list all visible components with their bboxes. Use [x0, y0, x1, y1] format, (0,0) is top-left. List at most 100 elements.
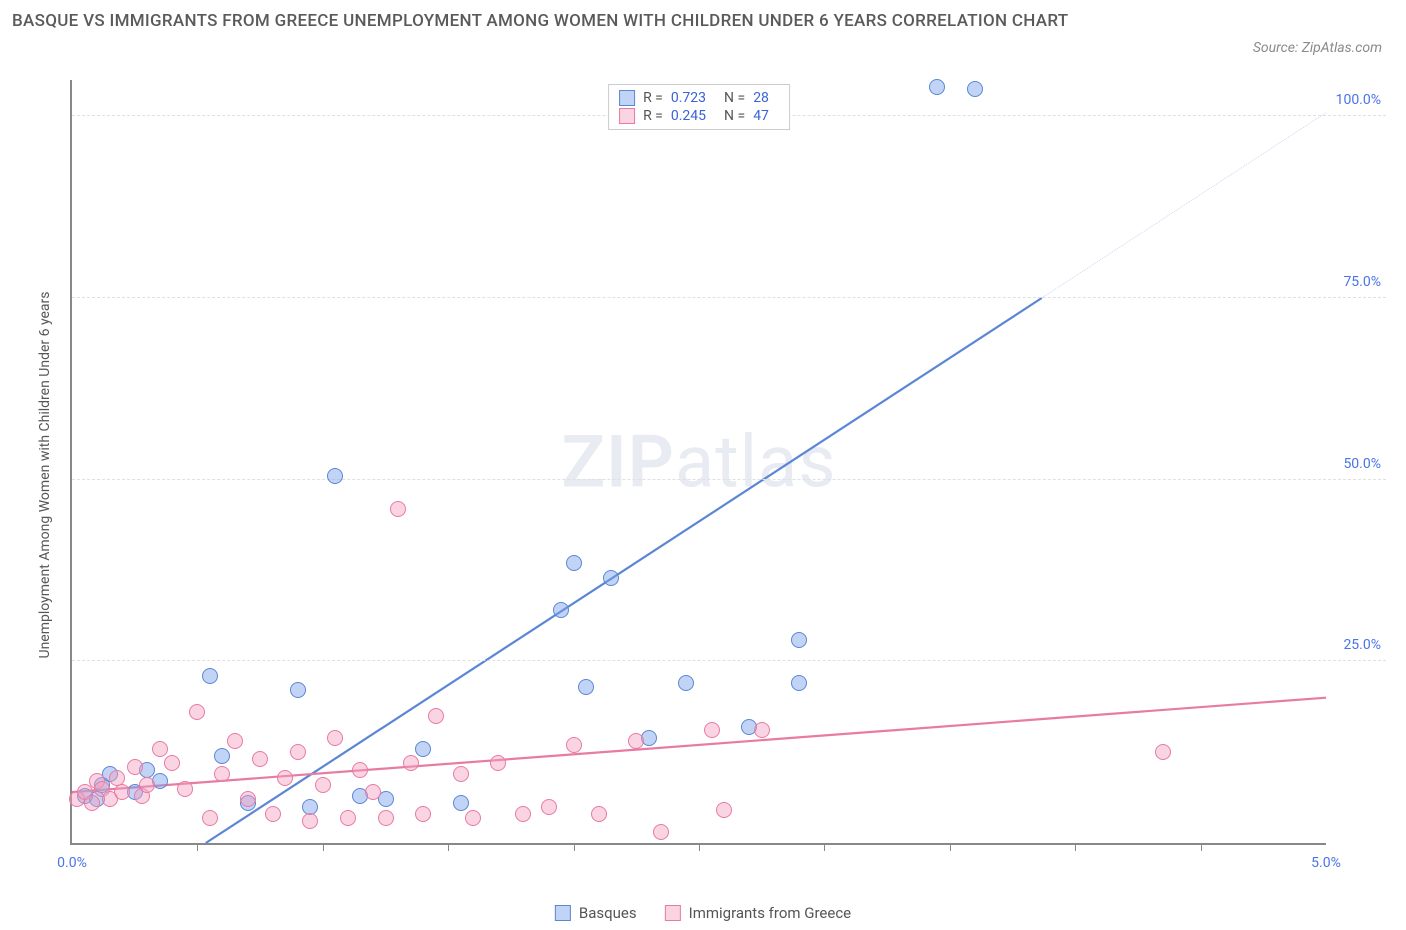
data-point-greece: [327, 730, 343, 746]
data-point-basques: [929, 79, 945, 95]
r-label: R =: [643, 108, 663, 124]
data-point-greece: [164, 755, 180, 771]
data-point-greece: [227, 733, 243, 749]
data-point-greece: [127, 759, 143, 775]
grid-line: [72, 297, 1386, 298]
data-point-basques: [553, 602, 569, 618]
chart-title: BASQUE VS IMMIGRANTS FROM GREECE UNEMPLO…: [12, 10, 1112, 34]
data-point-greece: [352, 762, 368, 778]
data-point-greece: [754, 722, 770, 738]
data-point-greece: [202, 810, 218, 826]
legend-bottom: Basques Immigrants from Greece: [555, 904, 851, 922]
data-point-greece: [390, 501, 406, 517]
trend-lines: [72, 80, 1326, 843]
data-point-basques: [566, 555, 582, 571]
r-value-basques: 0.723: [671, 90, 706, 106]
data-point-basques: [290, 682, 306, 698]
source-credit: Source: ZipAtlas.com: [1253, 40, 1382, 56]
data-point-basques: [327, 468, 343, 484]
x-tick-label: 0.0%: [57, 855, 87, 871]
legend-label-greece: Immigrants from Greece: [689, 904, 852, 922]
data-point-greece: [591, 806, 607, 822]
legend-item-greece: Immigrants from Greece: [665, 904, 852, 922]
x-tick-label: 5.0%: [1311, 855, 1341, 871]
chart-area: Unemployment Among Women with Children U…: [50, 80, 1386, 870]
y-tick-label: 75.0%: [1343, 274, 1381, 290]
x-minor-tick: [1075, 843, 1076, 851]
r-value-greece: 0.245: [671, 108, 706, 124]
data-point-greece: [302, 813, 318, 829]
y-tick-label: 25.0%: [1343, 637, 1381, 653]
data-point-greece: [566, 737, 582, 753]
data-point-greece: [415, 806, 431, 822]
data-point-greece: [265, 806, 281, 822]
data-point-greece: [653, 824, 669, 840]
data-point-greece: [403, 755, 419, 771]
legend-stats-row-greece: R =0.245N =47: [619, 107, 779, 125]
data-point-greece: [84, 795, 100, 811]
watermark: ZIPatlas: [561, 419, 836, 504]
r-label: R =: [643, 90, 663, 106]
data-point-basques: [214, 748, 230, 764]
y-axis-label: Unemployment Among Women with Children U…: [37, 291, 53, 658]
data-point-greece: [177, 781, 193, 797]
y-tick-label: 50.0%: [1343, 456, 1381, 472]
x-minor-tick: [1201, 843, 1202, 851]
data-point-greece: [465, 810, 481, 826]
data-point-basques: [791, 675, 807, 691]
data-point-greece: [152, 741, 168, 757]
trend-line-basques: [206, 298, 1042, 843]
data-point-greece: [541, 799, 557, 815]
legend-label-basques: Basques: [579, 904, 637, 922]
data-point-basques: [415, 741, 431, 757]
x-minor-tick: [323, 843, 324, 851]
legend-stats-box: R = 0.723 N = 28R = 0.245 N = 47: [608, 84, 790, 130]
data-point-greece: [139, 777, 155, 793]
data-point-greece: [365, 784, 381, 800]
data-point-greece: [315, 777, 331, 793]
data-point-greece: [189, 704, 205, 720]
data-point-greece: [704, 722, 720, 738]
trend-line-basques: [1042, 113, 1326, 298]
x-minor-tick: [699, 843, 700, 851]
legend-item-basques: Basques: [555, 904, 637, 922]
data-point-greece: [214, 766, 230, 782]
data-point-basques: [578, 679, 594, 695]
data-point-greece: [515, 806, 531, 822]
legend-swatch-basques: [619, 90, 635, 106]
data-point-basques: [967, 81, 983, 97]
scatter-plot: ZIPatlas R =0.723N =28R =0.245N =47 25.0…: [70, 80, 1326, 845]
data-point-greece: [628, 733, 644, 749]
n-value-greece: 47: [753, 108, 769, 124]
data-point-greece: [252, 751, 268, 767]
data-point-basques: [453, 795, 469, 811]
grid-line: [72, 479, 1386, 480]
trend-line-greece: [72, 698, 1326, 792]
x-minor-tick: [574, 843, 575, 851]
data-point-greece: [716, 802, 732, 818]
legend-swatch-basques: [555, 905, 571, 921]
data-point-basques: [603, 570, 619, 586]
data-point-greece: [453, 766, 469, 782]
data-point-greece: [378, 810, 394, 826]
data-point-basques: [791, 632, 807, 648]
n-label: N =: [724, 90, 745, 106]
x-minor-tick: [448, 843, 449, 851]
n-value-basques: 28: [753, 90, 769, 106]
legend-swatch-greece: [665, 905, 681, 921]
legend-swatch-greece: [619, 108, 635, 124]
y-tick-label: 100.0%: [1336, 92, 1381, 108]
data-point-greece: [1155, 744, 1171, 760]
x-minor-tick: [197, 843, 198, 851]
legend-stats-row-basques: R = 0.723 N = 28: [619, 89, 779, 107]
x-minor-tick: [824, 843, 825, 851]
data-point-greece: [277, 770, 293, 786]
data-point-greece: [290, 744, 306, 760]
data-point-basques: [678, 675, 694, 691]
grid-line: [72, 660, 1386, 661]
data-point-greece: [490, 755, 506, 771]
data-point-greece: [240, 791, 256, 807]
data-point-basques: [202, 668, 218, 684]
data-point-greece: [428, 708, 444, 724]
data-point-greece: [340, 810, 356, 826]
